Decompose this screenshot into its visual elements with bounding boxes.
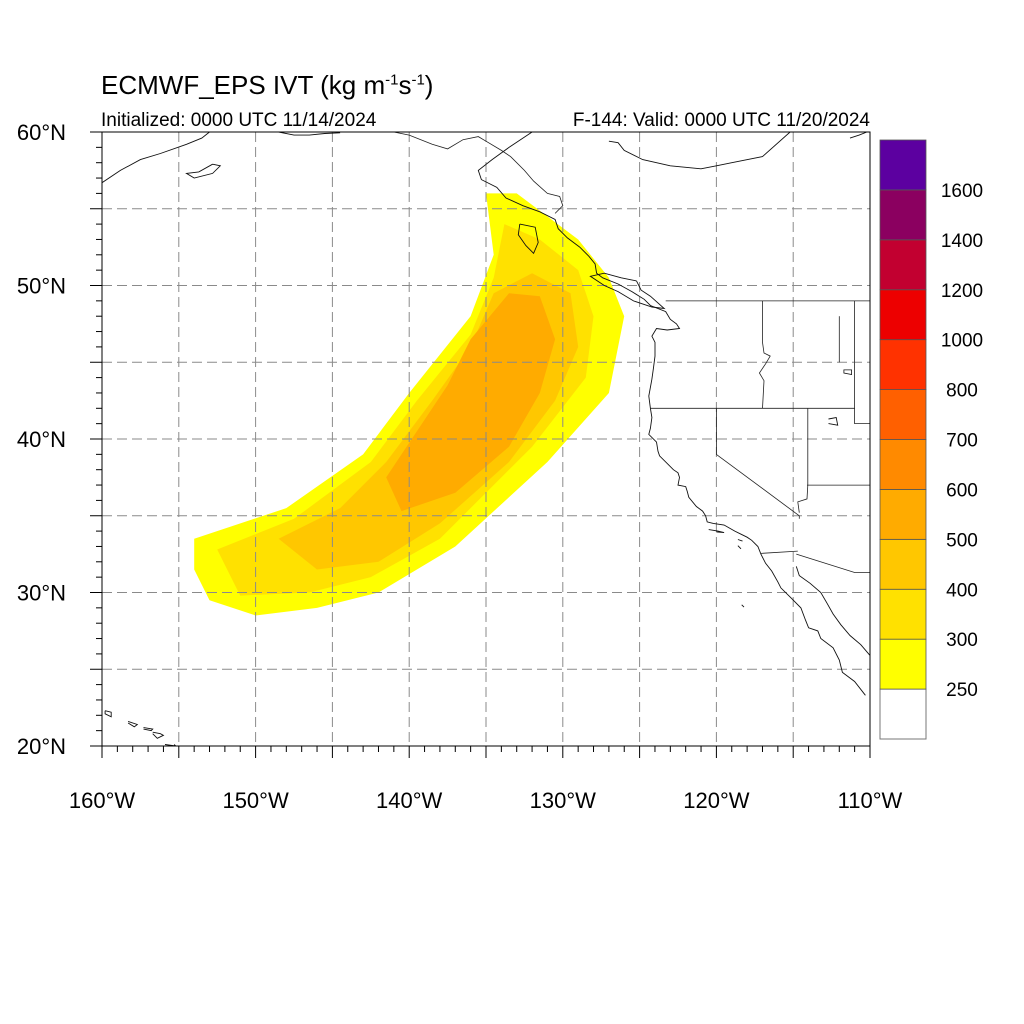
colorbar-box xyxy=(879,489,927,540)
state-border xyxy=(797,408,809,513)
coastlines-and-borders xyxy=(102,132,870,746)
axis-labels: 160°W 150°W 140°W 130°W 120°W 110°W 60°N 50°N 40… xyxy=(17,120,903,813)
coastline xyxy=(737,539,743,542)
coastline xyxy=(152,731,165,739)
coastline xyxy=(589,272,666,310)
lat-label: 20°N xyxy=(17,734,66,759)
coastline xyxy=(737,545,742,550)
colorbar-label: 1000 xyxy=(941,331,983,352)
colorbar-label: 1200 xyxy=(941,281,983,302)
coastline xyxy=(849,132,868,139)
colorbar-label: 300 xyxy=(946,630,978,651)
coastline xyxy=(127,720,139,728)
coastline xyxy=(828,416,839,426)
colorbar-label: 800 xyxy=(946,381,978,402)
lat-label: 60°N xyxy=(17,120,66,145)
coastline xyxy=(278,132,341,136)
colorbar-box xyxy=(879,139,927,191)
axis-ticks xyxy=(90,131,871,758)
initialized-label: Initialized: 0000 UTC 11/14/2024 xyxy=(101,110,377,131)
colorbar-label: 1400 xyxy=(941,231,983,252)
lon-label: 130°W xyxy=(530,788,597,813)
lon-label: 140°W xyxy=(376,788,443,813)
lat-label: 30°N xyxy=(17,581,66,606)
lat-label: 50°N xyxy=(17,274,66,299)
colorbar-box xyxy=(879,439,927,490)
colorbar: 250 300 400 500 600 700 800 1000 1200 1400 1600 xyxy=(879,139,983,740)
state-border xyxy=(760,550,798,554)
lon-label: 150°W xyxy=(222,788,289,813)
ivt-contour-500 xyxy=(386,293,556,512)
colorbar-label: 250 xyxy=(946,680,978,701)
coastline xyxy=(517,223,539,255)
title-exponent-1: -1 xyxy=(385,71,399,89)
colorbar-box-below xyxy=(879,688,927,740)
valid-time-label: F-144: Valid: 0000 UTC 11/20/2024 xyxy=(572,110,870,131)
coastline xyxy=(164,744,177,746)
state-border xyxy=(716,408,800,519)
colorbar-label: 500 xyxy=(946,530,978,551)
lake-outline xyxy=(843,369,852,375)
colorbar-box xyxy=(879,239,927,291)
coastline xyxy=(608,132,791,170)
coastline xyxy=(102,132,210,184)
lon-label: 110°W xyxy=(838,788,903,813)
map-frame xyxy=(101,131,871,747)
lon-label: 160°W xyxy=(69,788,136,813)
colorbar-label: 600 xyxy=(946,480,978,501)
colorbar-box xyxy=(879,588,927,640)
state-border xyxy=(854,362,870,425)
colorbar-box xyxy=(879,339,927,390)
title-main: ECMWF_EPS IVT (kg m xyxy=(101,70,386,100)
title-exponent-2: -1 xyxy=(411,71,425,89)
colorbar-label: 1600 xyxy=(941,181,983,202)
state-border xyxy=(393,132,564,214)
coastline xyxy=(741,604,745,608)
colorbar-box xyxy=(879,289,927,341)
coastline xyxy=(104,710,112,718)
title-end: ) xyxy=(424,70,434,100)
coastline xyxy=(185,163,222,179)
colorbar-box xyxy=(879,638,927,690)
colorbar-box xyxy=(879,538,927,590)
coastline xyxy=(708,529,725,534)
state-border xyxy=(758,300,771,409)
state-border xyxy=(796,553,870,573)
title-unit-s: s xyxy=(398,70,412,100)
lon-label: 120°W xyxy=(683,788,750,813)
coastline xyxy=(795,566,870,656)
map-title: ECMWF_EPS IVT (kg m-1s-1) xyxy=(101,70,433,101)
colorbar-box xyxy=(879,189,927,241)
coastline xyxy=(143,727,154,732)
colorbar-label: 400 xyxy=(946,580,978,601)
lat-label: 40°N xyxy=(17,427,66,452)
colorbar-box xyxy=(879,389,927,440)
colorbar-label: 700 xyxy=(946,431,978,452)
coastline xyxy=(477,132,866,696)
